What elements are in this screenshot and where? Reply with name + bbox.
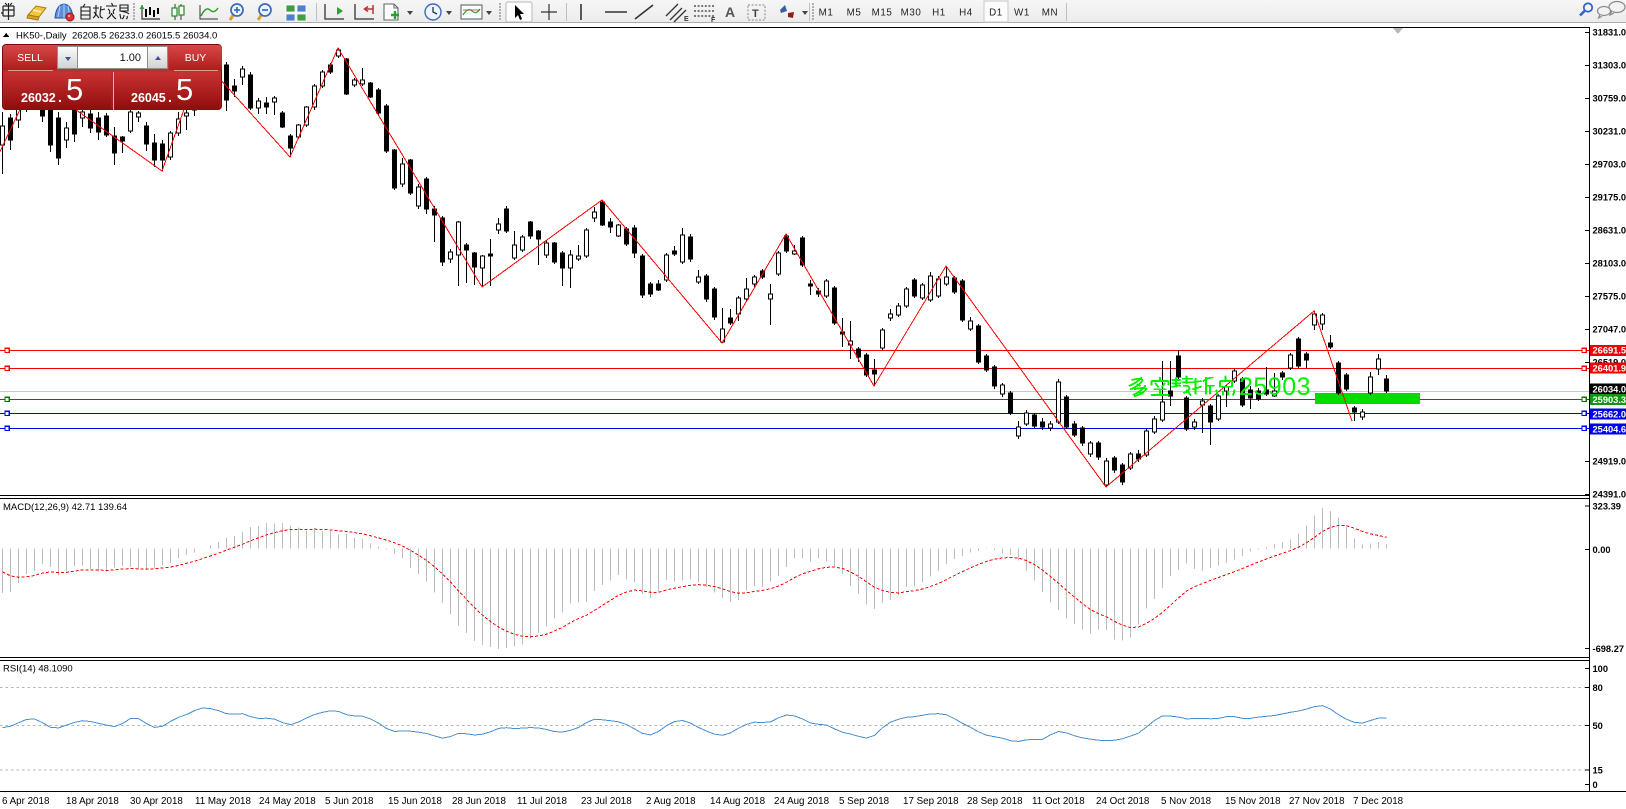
svg-text:28103.0: 28103.0 — [1593, 258, 1626, 268]
svg-text:31303.0: 31303.0 — [1593, 60, 1626, 70]
svg-text:H1: H1 — [932, 8, 946, 19]
svg-text:T: T — [752, 8, 759, 20]
svg-text:15: 15 — [1593, 765, 1603, 775]
svg-text:26401.9: 26401.9 — [1593, 363, 1626, 373]
svg-text:24391.0: 24391.0 — [1593, 489, 1626, 499]
svg-text:28631.0: 28631.0 — [1593, 225, 1626, 235]
svg-text:50: 50 — [1593, 721, 1603, 731]
svg-text:29175.0: 29175.0 — [1593, 192, 1626, 202]
svg-text:25662.0: 25662.0 — [1593, 409, 1626, 419]
svg-text:24 Oct 2018: 24 Oct 2018 — [1096, 796, 1150, 807]
svg-text:31831.0: 31831.0 — [1593, 27, 1626, 37]
svg-text:25404.6: 25404.6 — [1593, 424, 1626, 434]
svg-text:25903: 25903 — [1239, 373, 1311, 401]
svg-text:24919.0: 24919.0 — [1593, 456, 1626, 466]
svg-text:24 Aug 2018: 24 Aug 2018 — [774, 796, 830, 807]
svg-text:11 Jul 2018: 11 Jul 2018 — [517, 796, 567, 807]
svg-text:15 Nov 2018: 15 Nov 2018 — [1225, 796, 1281, 807]
svg-text:RSI(14) 48.1090: RSI(14) 48.1090 — [3, 664, 73, 675]
svg-text:323.39: 323.39 — [1593, 501, 1621, 511]
svg-text:26519.0: 26519.0 — [1593, 357, 1626, 367]
svg-text:H4: H4 — [959, 8, 973, 19]
svg-text:MACD(12,26,9) 42.71 139.64: MACD(12,26,9) 42.71 139.64 — [3, 502, 127, 513]
svg-text:7 Dec 2018: 7 Dec 2018 — [1353, 796, 1404, 807]
svg-text:6 Apr 2018: 6 Apr 2018 — [2, 796, 50, 807]
svg-text:W1: W1 — [1014, 8, 1030, 19]
svg-text:27 Nov 2018: 27 Nov 2018 — [1289, 796, 1345, 807]
svg-text:27047.0: 27047.0 — [1593, 324, 1626, 334]
svg-text:5 Nov 2018: 5 Nov 2018 — [1161, 796, 1212, 807]
svg-text:15 Jun 2018: 15 Jun 2018 — [388, 796, 442, 807]
svg-text:26208.5 26233.0 26015.5 26034.: 26208.5 26233.0 26015.5 26034.0 — [72, 31, 217, 42]
svg-text:E: E — [684, 16, 689, 23]
svg-text:80: 80 — [1593, 683, 1603, 693]
svg-text:D1: D1 — [989, 8, 1003, 19]
svg-text:M30: M30 — [901, 8, 922, 19]
svg-text:27575.0: 27575.0 — [1593, 291, 1626, 301]
svg-text:25903.3: 25903.3 — [1593, 395, 1626, 405]
svg-text:17 Sep 2018: 17 Sep 2018 — [903, 796, 959, 807]
svg-text:26691.5: 26691.5 — [1593, 346, 1626, 356]
svg-text:30231.0: 30231.0 — [1593, 126, 1626, 136]
svg-text:-698.27: -698.27 — [1593, 644, 1625, 654]
svg-text:0.00: 0.00 — [1593, 545, 1611, 555]
svg-text:HK50-,Daily: HK50-,Daily — [16, 31, 67, 42]
svg-text:23 Jul 2018: 23 Jul 2018 — [581, 796, 632, 807]
svg-text:30759.0: 30759.0 — [1593, 93, 1626, 103]
svg-text:5 Sep 2018: 5 Sep 2018 — [839, 796, 890, 807]
svg-text:24 May 2018: 24 May 2018 — [259, 796, 316, 807]
svg-text:29703.0: 29703.0 — [1593, 159, 1626, 169]
svg-text:11 Oct 2018: 11 Oct 2018 — [1032, 796, 1085, 807]
svg-text:M1: M1 — [819, 8, 834, 19]
svg-text:5 Jun 2018: 5 Jun 2018 — [325, 796, 374, 807]
svg-text:28 Sep 2018: 28 Sep 2018 — [967, 796, 1023, 807]
svg-text:14 Aug 2018: 14 Aug 2018 — [710, 796, 766, 807]
svg-text:18 Apr 2018: 18 Apr 2018 — [66, 796, 119, 807]
svg-text:0: 0 — [1593, 780, 1598, 790]
svg-text:26034.0: 26034.0 — [1593, 384, 1626, 394]
svg-text:28 Jun 2018: 28 Jun 2018 — [452, 796, 506, 807]
svg-text:11 May 2018: 11 May 2018 — [195, 796, 251, 807]
svg-text:A: A — [725, 4, 735, 20]
svg-text:100: 100 — [1593, 664, 1609, 674]
svg-text:M5: M5 — [847, 8, 862, 19]
svg-text:F: F — [711, 17, 716, 24]
svg-text:30 Apr 2018: 30 Apr 2018 — [130, 796, 183, 807]
svg-text:MN: MN — [1042, 8, 1058, 19]
svg-text:2 Aug 2018: 2 Aug 2018 — [646, 796, 696, 807]
svg-text:M15: M15 — [872, 8, 893, 19]
